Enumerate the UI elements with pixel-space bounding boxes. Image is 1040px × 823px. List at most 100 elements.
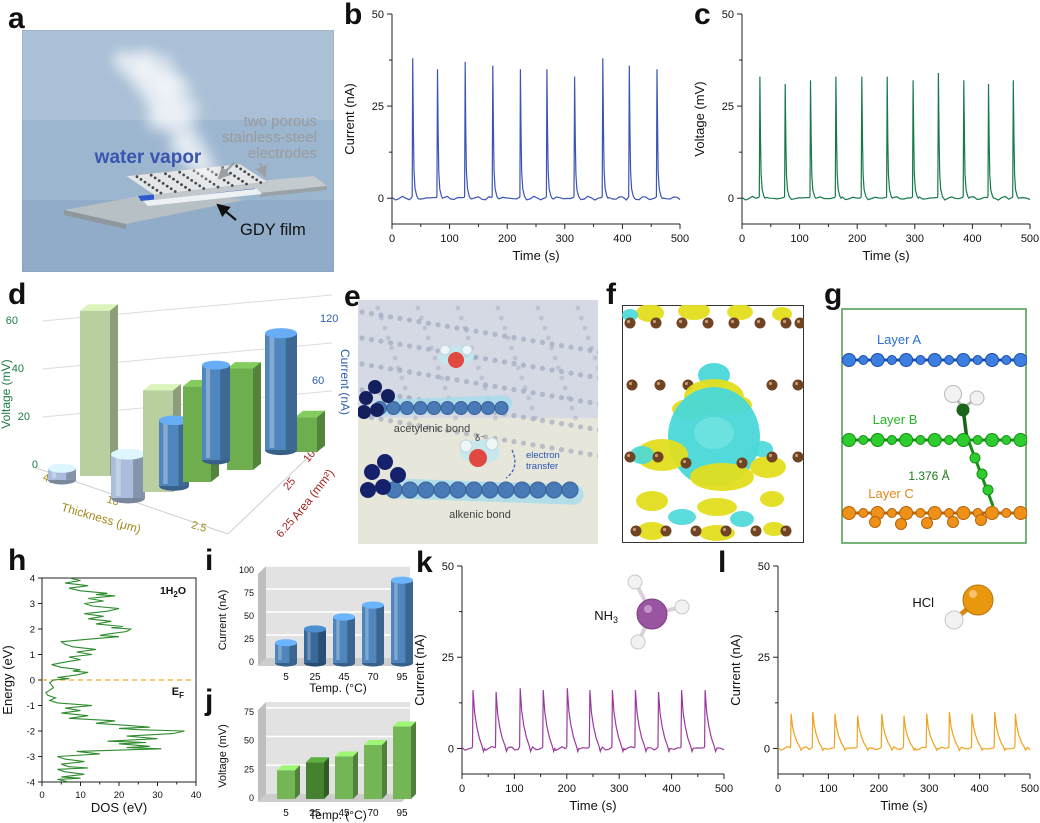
area-tick-label: 25 <box>281 476 298 493</box>
isosurface-blob <box>630 446 654 464</box>
cell-frame <box>841 308 1027 544</box>
y-tick-label: 75 <box>244 588 254 598</box>
isosurface-blob <box>763 522 785 536</box>
panel-a-scene: water vapor two porous stainless-steel elec… <box>21 29 335 273</box>
y-tick-label: -3 <box>27 752 35 763</box>
acetylenic-bond-label: acetylenic bond <box>394 423 470 435</box>
y-tick-label: 25 <box>758 652 770 664</box>
x-tick-label: 500 <box>715 783 733 795</box>
y-tick-label: 50 <box>442 561 454 573</box>
electron-transfer-arrow <box>505 449 516 479</box>
side-wall <box>258 566 266 666</box>
y-tick-label: 100 <box>239 565 254 575</box>
voltage-tick-label: 60 <box>6 315 18 327</box>
y-tick-label: 50 <box>244 611 254 621</box>
current-axis-title: Current (nA) <box>338 349 352 415</box>
voltage-tick-label: 20 <box>18 411 30 423</box>
x-tick-label: 20 <box>114 790 125 801</box>
isosurface-blob <box>750 456 786 478</box>
panel-f-illustration <box>622 302 806 543</box>
gdy-arrow <box>216 203 237 221</box>
molecule-label: NH3 <box>594 608 618 625</box>
carbon-chain <box>373 401 509 415</box>
axes <box>737 13 1031 229</box>
x-tick-label: 0 <box>739 233 745 245</box>
atom <box>650 317 662 329</box>
atom <box>626 379 638 391</box>
x-tick-label: 100 <box>790 233 808 245</box>
isosurface-blob <box>690 463 754 491</box>
x-axis-title: Time (s) <box>512 248 559 263</box>
y-tick-label: 25 <box>244 634 254 644</box>
bar <box>393 721 416 799</box>
y-axis-title: Current (nA) <box>728 634 743 706</box>
oxygen-atom <box>469 449 487 467</box>
isosurface-blob <box>668 509 696 525</box>
panel-b-label: b <box>344 0 363 31</box>
panel-c-label: c <box>694 0 711 31</box>
atom <box>720 525 732 537</box>
y-tick-label: -2 <box>27 727 35 738</box>
panel-e-label: e <box>344 280 361 313</box>
x-tick-label: 200 <box>848 233 866 245</box>
panel-j-plot: 0 25 50 75 5 25 45 70 95 Temp. (°C) Voltage (mV) <box>217 702 416 822</box>
hydrogen-atom <box>969 390 985 406</box>
bar <box>304 625 326 667</box>
isosurface-blob <box>636 491 668 511</box>
fermi-level-label: EF <box>172 686 184 700</box>
atom <box>624 317 636 329</box>
atom <box>630 525 642 537</box>
y-tick-label: 0 <box>728 193 734 205</box>
bar <box>391 576 413 667</box>
x-axis-title: DOS (eV) <box>91 800 147 815</box>
panel-d-label: d <box>8 278 27 311</box>
current-tick-label: 120 <box>320 313 338 325</box>
current-tick-label: 60 <box>312 375 324 387</box>
y-tick-label: -4 <box>27 778 35 789</box>
atom <box>660 525 672 537</box>
panel-j-chart: 0 25 50 75 5 25 45 70 95 Temp. (°C) Voltage (mV) <box>217 692 420 823</box>
bar <box>306 757 329 799</box>
bar <box>362 601 384 667</box>
panel-j-label: j <box>205 684 214 717</box>
x-tick-label: 95 <box>396 672 408 683</box>
thickness-tick-label: 2.5 <box>190 519 208 535</box>
panel-b-chart: 0 25 50 0 100 200 300 400 500 Time (s) Current (nA… <box>340 0 690 273</box>
layer-b-label: Layer B <box>873 412 918 427</box>
y-axis-title: Voltage (mV) <box>692 81 707 156</box>
electrode-arrow-right <box>255 162 268 178</box>
isosurface-blob <box>694 417 734 449</box>
isosurface-blob <box>727 304 753 320</box>
isosurface-blob <box>730 511 754 527</box>
atom <box>676 317 688 329</box>
electrodes-label: two porous stainless-steel electrodes <box>222 113 317 162</box>
current-cylinder <box>48 463 76 485</box>
panel-c-chart: 0 25 50 0 100 200 300 400 500 Time (s) Voltage (mV… <box>690 0 1040 273</box>
panel-i-chart: 0 25 50 75 100 5 25 45 70 95 Temp. (°C) Current (nA… <box>217 556 420 701</box>
y-tick-label: 25 <box>244 764 254 774</box>
x-tick-label: 100 <box>440 233 458 245</box>
panel-l-label: l <box>718 546 727 579</box>
x-tick-label: 300 <box>556 233 574 245</box>
alkenic-bond-label: alkenic bond <box>449 509 511 521</box>
y-tick-label: 0 <box>764 743 770 755</box>
panel-k-label: k <box>416 546 433 579</box>
current-cylinder <box>111 448 145 504</box>
atom <box>652 451 664 463</box>
x-tick-label: 70 <box>367 672 379 683</box>
delta-minus-label: δ⁻ <box>475 433 485 443</box>
panel-l-chart: 0 25 50 0 100 200 300 400 500 Time (s) Current (nA… <box>726 552 1040 823</box>
atom <box>680 457 692 469</box>
area-tick-label: 6.25 <box>274 516 297 540</box>
molecule-label: HCl <box>912 595 934 610</box>
atom <box>766 451 778 463</box>
isosurface-blob <box>622 309 638 321</box>
bar <box>364 739 387 799</box>
area-axis-title: Area (mm²) <box>289 466 337 522</box>
x-tick-label: 40 <box>191 790 202 801</box>
